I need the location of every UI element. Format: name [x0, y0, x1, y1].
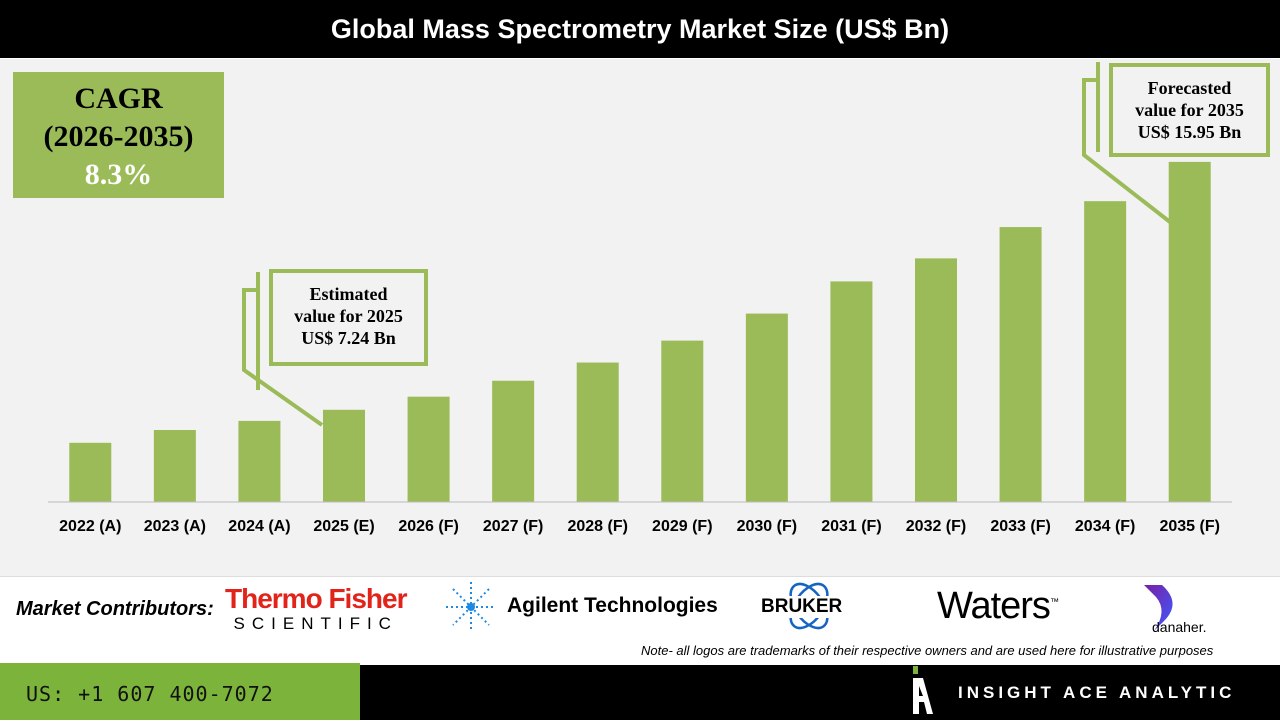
x-tick-label: 2022 (A)	[59, 518, 121, 535]
x-tick-label: 2027 (F)	[483, 518, 543, 535]
callout-text: US$ 7.24 Bn	[301, 328, 396, 348]
logo-subtext: SCIENTIFIC	[233, 614, 398, 633]
bar-11	[999, 227, 1042, 503]
x-tick-label: 2028 (F)	[567, 518, 627, 535]
logo-text: BRUKER	[760, 596, 844, 618]
x-tick-label: 2024 (A)	[228, 518, 290, 535]
callout-text: Forecasted	[1147, 78, 1232, 98]
agilent-spark-icon	[446, 582, 496, 632]
brand-name: INSIGHT ACE ANALYTIC	[958, 683, 1236, 702]
callout-text: Estimated	[309, 284, 388, 304]
agilent-logo: Agilent Technologies	[446, 582, 718, 637]
danaher-logo: danaher.	[1142, 583, 1242, 637]
bar-7	[661, 340, 704, 502]
trademark: ™	[1049, 596, 1059, 607]
contributors-label: Market Contributors:	[16, 598, 214, 620]
x-tick-label: 2033 (F)	[990, 518, 1050, 535]
bar-10	[915, 258, 957, 502]
forecast-callout: Forecasted value for 2035 US$ 15.95 Bn	[1109, 63, 1270, 157]
cagr-box: CAGR (2026-2035) 8.3%	[13, 72, 224, 198]
x-tick-label: 2031 (F)	[821, 518, 881, 535]
trademark-note: Note- all logos are trademarks of their …	[641, 643, 1214, 658]
cagr-value: 8.3%	[84, 158, 153, 191]
bar-0	[69, 442, 112, 502]
chart-title: Global Mass Spectrometry Market Size (US…	[0, 0, 1280, 58]
bruker-logo: BRUKER	[758, 580, 860, 632]
x-tick-label: 2029 (F)	[652, 518, 712, 535]
bar-4	[407, 396, 450, 502]
thermo-fisher-logo: Thermo Fisher SCIENTIFIC	[225, 583, 407, 634]
cagr-label: CAGR	[74, 82, 163, 115]
forecast-callout-pointer	[1082, 78, 1172, 224]
logo-text: Thermo Fisher	[225, 583, 407, 614]
bar-6	[576, 362, 619, 502]
x-tick-label: 2026 (F)	[398, 518, 458, 535]
bar-13	[1168, 161, 1211, 502]
x-tick-label: 2030 (F)	[737, 518, 797, 535]
danaher-swoosh-icon	[1144, 585, 1173, 631]
bar-8	[745, 313, 788, 502]
cagr-period: (2026-2035)	[43, 120, 194, 153]
estimated-callout: Estimated value for 2025 US$ 7.24 Bn	[269, 269, 428, 366]
callout-text: US$ 15.95 Bn	[1137, 122, 1242, 142]
bar-2	[238, 420, 281, 502]
bar-5	[492, 380, 535, 502]
x-tick-label: 2034 (F)	[1075, 518, 1135, 535]
logo-text: Waters	[937, 585, 1051, 627]
bar-chart: 2022 (A) 2023 (A) 2024 (A) 2025 (E) 2026 (F)…	[48, 62, 1232, 535]
callout-text: value for 2025	[294, 306, 403, 326]
insight-ace-logo-icon	[913, 666, 933, 714]
footer-bar	[360, 665, 1280, 720]
bar-9	[830, 281, 873, 502]
x-tick-label: 2035 (F)	[1159, 518, 1219, 535]
x-tick-label: 2023 (A)	[144, 518, 206, 535]
bar-1	[153, 429, 196, 502]
bar-3	[323, 409, 365, 502]
logo-text: danaher.	[1152, 619, 1207, 635]
x-tick-label: 2025 (E)	[313, 518, 374, 535]
waters-logo: Waters™	[937, 585, 1059, 628]
phone-number[interactable]: US: +1 607 400-7072	[0, 663, 360, 720]
estimated-callout-pointer	[242, 288, 324, 427]
logo-text: Agilent Technologies	[507, 594, 718, 617]
x-tick-label: 2032 (F)	[906, 518, 966, 535]
callout-text: value for 2035	[1135, 100, 1244, 120]
bar-12	[1084, 201, 1127, 502]
